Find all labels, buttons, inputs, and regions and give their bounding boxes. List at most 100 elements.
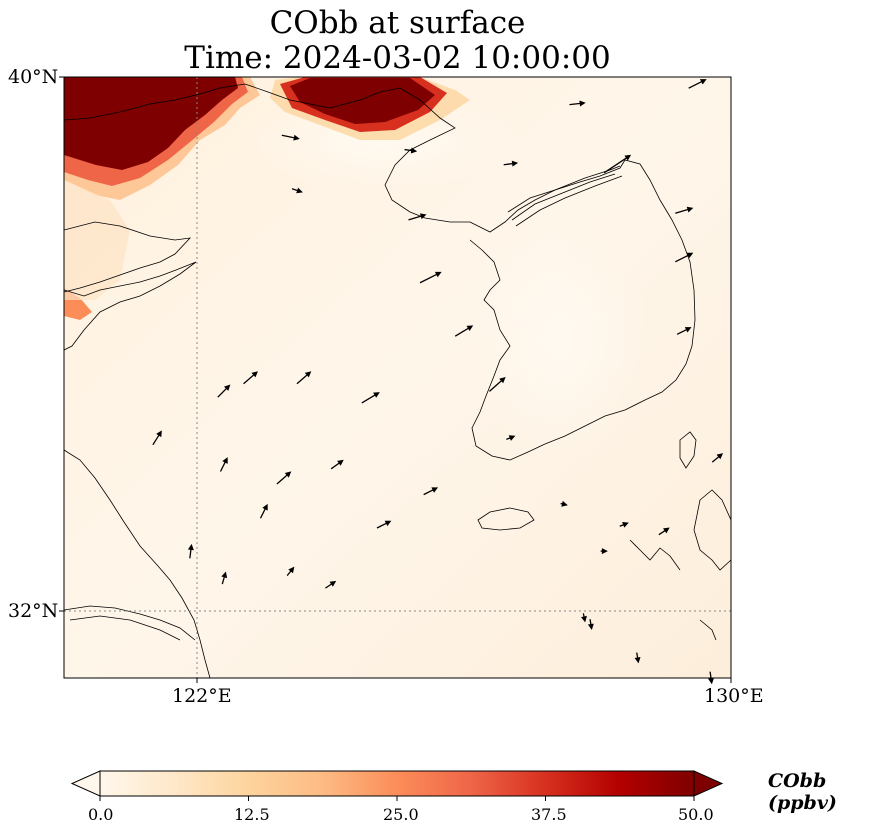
gridlines bbox=[64, 77, 731, 678]
wind-arrow-head bbox=[251, 371, 258, 378]
wind-arrow bbox=[634, 652, 641, 664]
coastline-korea-west bbox=[469, 239, 546, 461]
wind-arrow-shaft bbox=[376, 522, 389, 529]
wind-arrow bbox=[560, 500, 568, 507]
wind-arrow-shaft bbox=[489, 379, 504, 392]
wind-arrow-head bbox=[262, 503, 268, 511]
wind-arrow-head bbox=[686, 206, 694, 213]
wind-arrow-head bbox=[663, 527, 670, 534]
colorbar-gradient bbox=[99, 770, 695, 797]
wind-arrow-shaft bbox=[675, 254, 691, 263]
wind-arrow-shaft bbox=[243, 373, 256, 385]
colorbar-extend-low bbox=[70, 770, 101, 797]
wind-arrow-head bbox=[622, 522, 629, 528]
wind-arrow bbox=[600, 548, 608, 555]
lon-label-130e: 130°E bbox=[704, 685, 764, 707]
wind-arrow bbox=[296, 371, 312, 385]
wind-vectors bbox=[152, 79, 724, 685]
wind-arrow bbox=[325, 580, 337, 589]
coastline-kyushu bbox=[693, 489, 731, 571]
coastline-jeju bbox=[477, 507, 535, 531]
wind-arrow-head bbox=[329, 580, 337, 587]
wind-arrow-head bbox=[587, 623, 594, 630]
coastline-china-liaoning bbox=[64, 83, 470, 223]
wind-arrow-head bbox=[708, 677, 715, 685]
wind-arrow-shaft bbox=[219, 460, 227, 472]
wind-arrow-shaft bbox=[603, 156, 629, 174]
haze-west bbox=[64, 180, 130, 300]
colorbar-tick-label-4: 50.0 bbox=[678, 805, 714, 824]
wind-arrow bbox=[330, 459, 344, 470]
wind-arrow-head bbox=[624, 154, 632, 161]
wind-arrow-shaft bbox=[259, 507, 267, 519]
wind-arrow-shaft bbox=[361, 393, 377, 404]
wind-arrow bbox=[152, 430, 162, 446]
wind-arrow-shaft bbox=[676, 328, 689, 335]
wind-arrow bbox=[291, 187, 303, 194]
wind-arrow-head bbox=[508, 435, 516, 441]
wind-arrow-shaft bbox=[281, 134, 296, 139]
wind-arrow bbox=[259, 503, 268, 519]
wind-arrow-head bbox=[499, 376, 506, 384]
wind-arrow bbox=[243, 371, 258, 385]
wind-arrow bbox=[688, 79, 707, 89]
map-frame bbox=[63, 76, 732, 679]
wind-arrow-head bbox=[431, 487, 439, 493]
wind-arrow-head bbox=[284, 471, 292, 478]
wind-arrow-head bbox=[296, 187, 303, 194]
wind-arrow-head bbox=[699, 79, 707, 85]
wind-arrow bbox=[587, 619, 594, 630]
coastlines bbox=[64, 83, 731, 678]
wind-arrow-head bbox=[288, 566, 295, 574]
wind-arrow-head bbox=[434, 271, 442, 278]
wind-arrow bbox=[658, 527, 670, 536]
wind-arrow-head bbox=[579, 100, 586, 107]
wind-arrow bbox=[454, 325, 474, 337]
wind-arrow-head bbox=[337, 459, 344, 466]
wind-arrow bbox=[217, 384, 231, 398]
wind-arrow-shaft bbox=[688, 80, 704, 89]
colorbar-tick-label-2: 25.0 bbox=[383, 805, 419, 824]
concentration-field bbox=[64, 77, 731, 678]
wind-arrow bbox=[676, 327, 692, 335]
wind-arrow-head bbox=[222, 457, 228, 464]
wind-arrow-shaft bbox=[569, 102, 582, 106]
wind-arrow bbox=[708, 671, 715, 685]
wind-arrow-head bbox=[419, 213, 427, 220]
wind-arrow bbox=[569, 100, 586, 107]
plume-bohai-core bbox=[290, 78, 435, 124]
wind-arrow-head bbox=[187, 543, 194, 551]
lon-label-122e: 122°E bbox=[172, 685, 232, 707]
wind-arrow-head bbox=[466, 325, 474, 332]
wind-arrow-shaft bbox=[152, 433, 161, 446]
wind-arrow bbox=[503, 160, 519, 167]
map-panel bbox=[59, 76, 732, 685]
colorbar-extend-high bbox=[693, 770, 724, 797]
wind-arrow bbox=[219, 457, 228, 472]
map-subtitle-time: Time: 2024-03-02 10:00:00 bbox=[184, 40, 611, 76]
wind-arrow bbox=[506, 435, 516, 441]
wind-arrow-head bbox=[373, 392, 380, 398]
wind-arrow bbox=[408, 213, 427, 221]
map-title: CObb at surface bbox=[269, 5, 526, 41]
wind-arrow bbox=[221, 571, 228, 585]
wind-arrow-shaft bbox=[419, 273, 439, 284]
colorbar-tick-label-0: 0.0 bbox=[88, 805, 114, 824]
wind-arrow-head bbox=[581, 615, 587, 623]
wind-arrow-shaft bbox=[408, 215, 423, 221]
wind-arrow bbox=[404, 147, 418, 154]
wind-arrow bbox=[419, 271, 442, 284]
wind-arrow bbox=[276, 471, 292, 485]
wind-arrow bbox=[619, 522, 629, 528]
wind-arrow bbox=[281, 134, 300, 141]
coastline-china-bohai-west bbox=[64, 221, 192, 293]
wind-arrow bbox=[361, 392, 380, 404]
coastline-islands-south bbox=[629, 539, 717, 641]
plume-northwest-core bbox=[64, 77, 238, 170]
wind-arrow bbox=[489, 376, 506, 392]
wind-arrow-head bbox=[221, 571, 228, 579]
wind-arrow-head bbox=[601, 548, 608, 555]
wind-arrow bbox=[187, 543, 194, 559]
wind-arrow-head bbox=[686, 252, 694, 259]
wind-arrow bbox=[423, 487, 439, 496]
